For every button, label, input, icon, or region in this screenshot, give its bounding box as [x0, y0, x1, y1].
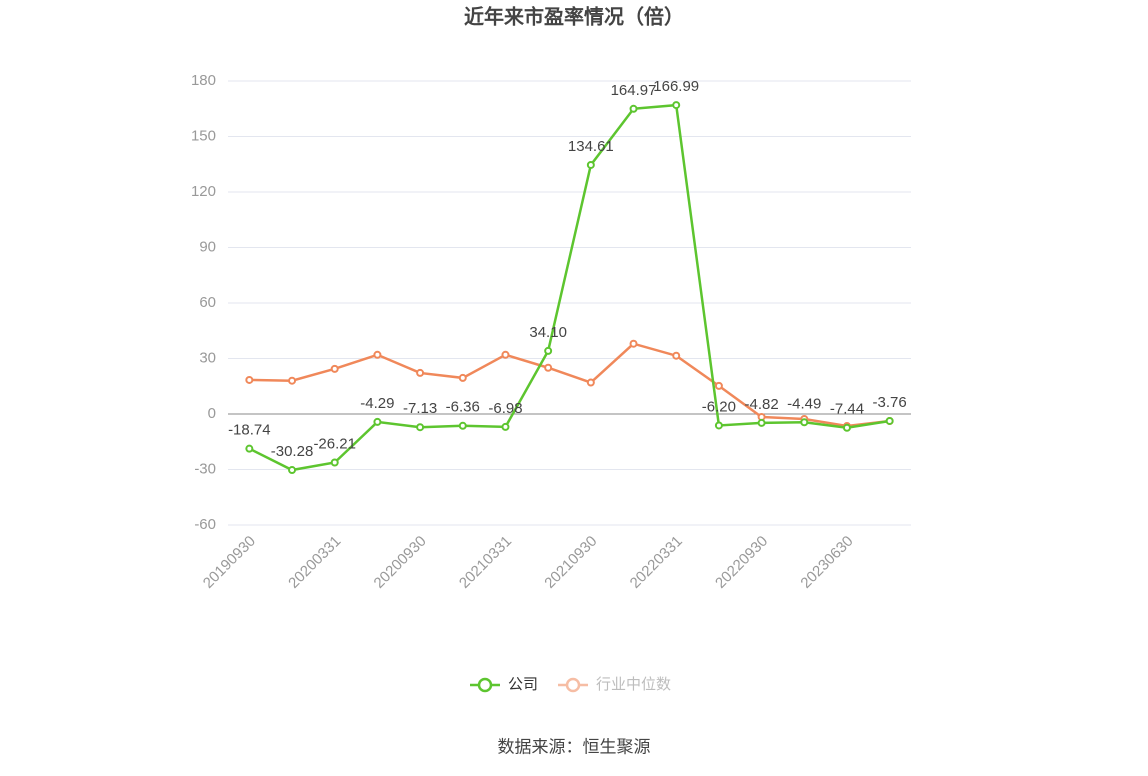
data-label: -7.44: [830, 401, 864, 418]
y-tick-label: 60: [199, 294, 216, 311]
data-point: [544, 363, 553, 372]
data-label: 164.97: [611, 82, 657, 99]
data-point: [288, 376, 297, 385]
data-label: -4.49: [787, 395, 821, 412]
legend-marker: [565, 677, 581, 693]
data-point: [458, 421, 467, 430]
chart-title: 近年来市盈率情况（倍）: [464, 4, 684, 28]
data-label: -30.28: [271, 443, 314, 460]
x-tick-label: 20200930: [371, 533, 430, 592]
data-point: [501, 350, 510, 359]
data-point: [586, 160, 595, 169]
y-tick-label: -60: [194, 516, 216, 533]
legend-label: 行业中位数: [596, 676, 671, 693]
data-point: [629, 104, 638, 113]
y-tick-label: 90: [199, 238, 216, 255]
data-point: [501, 422, 510, 431]
y-tick-label: 0: [208, 405, 216, 422]
data-point: [416, 368, 425, 377]
y-tick-label: 30: [199, 349, 216, 366]
data-point: [245, 444, 254, 453]
data-point: [330, 458, 339, 467]
y-tick-label: 150: [191, 127, 216, 144]
data-label: -18.74: [228, 422, 271, 439]
data-point: [288, 466, 297, 475]
y-tick-label: 120: [191, 183, 216, 200]
data-label: -7.13: [403, 400, 437, 417]
data-label: -4.29: [360, 395, 394, 412]
y-tick-label: -30: [194, 460, 216, 477]
data-label: -4.82: [744, 396, 778, 413]
data-point: [330, 364, 339, 373]
data-point: [714, 381, 723, 390]
data-point: [373, 417, 382, 426]
data-point: [629, 339, 638, 348]
x-tick-label: 20230630: [797, 533, 856, 592]
data-label: -6.20: [702, 398, 736, 415]
legend-item: 公司: [470, 676, 538, 693]
legend-item: 行业中位数: [558, 676, 671, 693]
x-tick-label: 20200331: [285, 533, 344, 592]
data-point: [757, 418, 766, 427]
data-label: 134.61: [568, 138, 614, 155]
data-point: [672, 351, 681, 360]
x-tick-label: 20220331: [627, 533, 686, 592]
legend-label: 公司: [508, 676, 538, 693]
data-point: [800, 418, 809, 427]
data-label: -6.98: [488, 400, 522, 417]
data-point: [586, 378, 595, 387]
source: 数据来源：恒生聚源: [498, 737, 651, 756]
data-point: [416, 423, 425, 432]
data-point: [458, 373, 467, 382]
data-point: [714, 421, 723, 430]
data-label: -6.36: [446, 399, 480, 416]
x-tick-label: 20220930: [712, 533, 771, 592]
x-tick-label: 20210331: [456, 533, 515, 592]
series-line: [248, 103, 890, 472]
data-point: [544, 346, 553, 355]
data-point: [373, 350, 382, 359]
data-label: 166.99: [653, 78, 699, 95]
data-point: [842, 423, 851, 432]
data-label: -26.21: [313, 435, 356, 452]
x-tick-label: 20190930: [200, 533, 259, 592]
data-label: -3.76: [873, 394, 907, 411]
data-point: [245, 375, 254, 384]
y-tick-label: 180: [191, 72, 216, 89]
legend-marker: [477, 677, 493, 693]
series-line: [249, 342, 890, 428]
data-point: [672, 101, 681, 110]
data-point: [885, 416, 894, 425]
data-label: 34.10: [529, 324, 567, 341]
x-tick-label: 20210930: [541, 533, 600, 592]
